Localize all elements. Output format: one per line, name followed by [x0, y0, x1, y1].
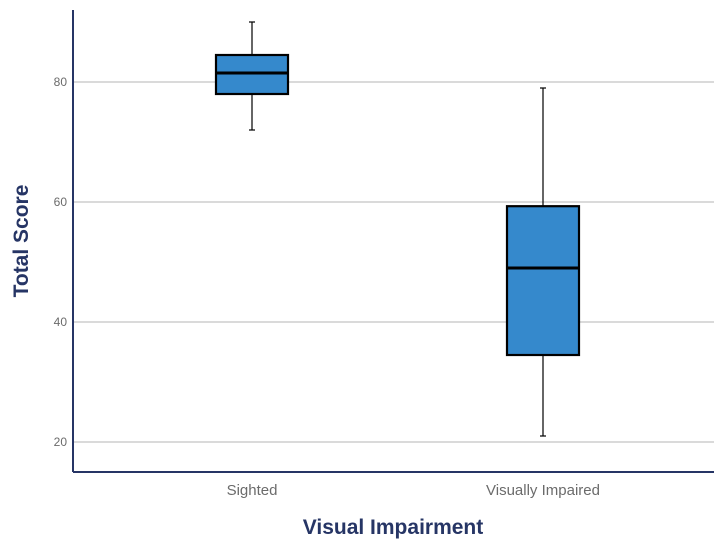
- grid-lines: [73, 81, 714, 443]
- y-tick-label: 80: [54, 75, 68, 89]
- y-axis-title: Total Score: [10, 185, 33, 298]
- y-tick-label: 60: [54, 195, 68, 209]
- box-series: [214, 21, 581, 437]
- box-visually-impaired: [505, 87, 581, 437]
- y-tick-label: 20: [54, 435, 68, 449]
- iqr-box: [505, 205, 581, 357]
- y-tick-label: 40: [54, 315, 68, 329]
- y-axis-ticks: 20 40 60 80: [54, 75, 68, 449]
- x-tick-label: Visually Impaired: [486, 482, 600, 499]
- x-axis-title: Visual Impairment: [303, 516, 484, 539]
- box-sighted: [214, 21, 290, 131]
- x-tick-label: Sighted: [227, 482, 278, 499]
- x-axis-ticks: Sighted Visually Impaired: [227, 482, 600, 499]
